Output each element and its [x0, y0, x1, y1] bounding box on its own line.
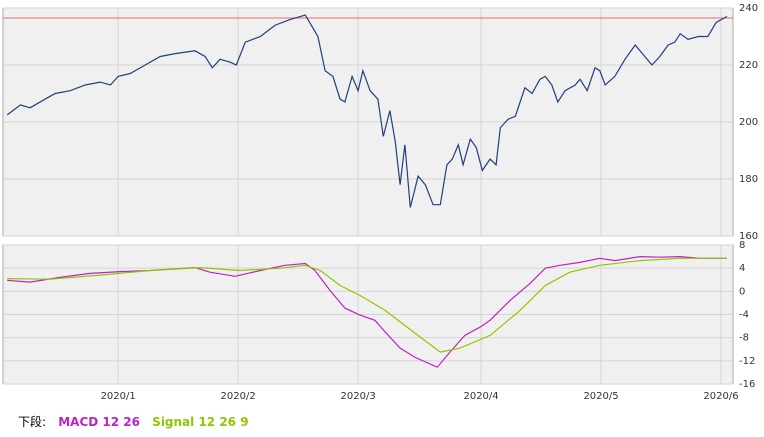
legend-title: 下段: — [18, 415, 47, 429]
y-tick-label: 0 — [739, 286, 745, 297]
y-tick-label: -12 — [739, 356, 755, 367]
legend-entry: Signal 12 26 9 — [152, 415, 249, 429]
x-tick-label: 2020/3 — [341, 391, 376, 402]
y-tick-label: -8 — [739, 333, 749, 344]
y-tick-label: 160 — [739, 231, 758, 242]
y-tick-label: 8 — [739, 240, 745, 251]
y-tick-label: -16 — [739, 379, 755, 390]
y-tick-label: 220 — [739, 60, 758, 71]
x-tick-label: 2020/6 — [703, 391, 738, 402]
x-tick-label: 2020/2 — [221, 391, 256, 402]
data-line — [7, 257, 727, 353]
data-line — [6, 14, 728, 208]
legend: 下段: MACD 12 26 Signal 12 26 9 — [18, 413, 257, 430]
x-tick-label: 2020/4 — [463, 391, 498, 402]
chart: 160 180 200 220 240 -16 -12 -8 -4 0 4 8 2020/1 2020/2… — [2, 3, 758, 402]
y-tick-label: 200 — [739, 117, 758, 128]
y-tick-label: 180 — [739, 174, 758, 185]
y-tick-label: 240 — [739, 3, 758, 14]
legend-entry: MACD 12 26 — [58, 415, 140, 429]
y-tick-label: -4 — [739, 310, 749, 321]
x-tick-label: 2020/1 — [101, 391, 136, 402]
x-tick-label: 2020/5 — [583, 391, 618, 402]
y-tick-label: 4 — [739, 263, 745, 274]
